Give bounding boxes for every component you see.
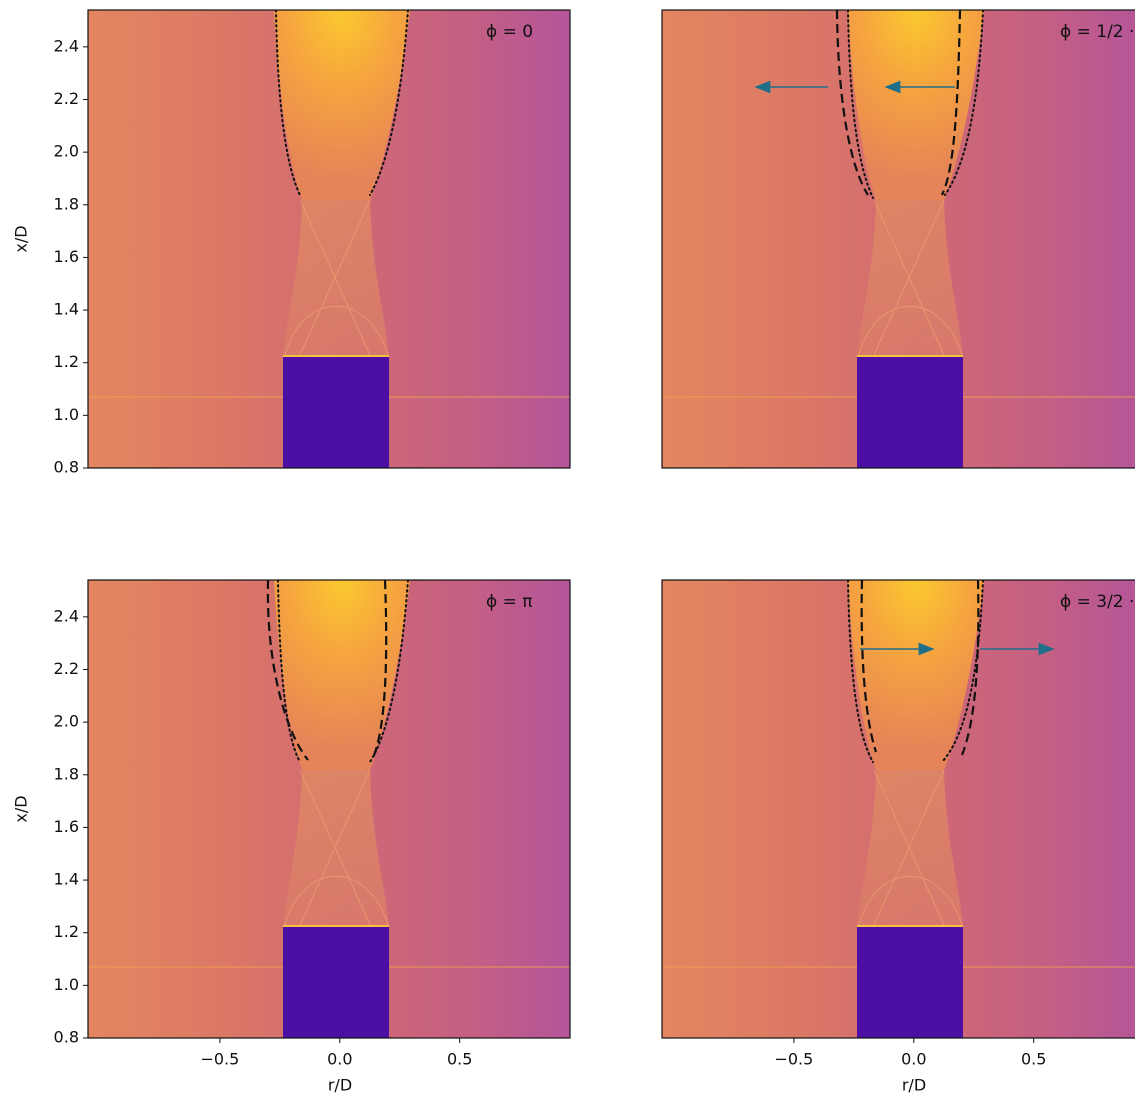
x-tick-label: 0.5: [447, 1050, 472, 1069]
y-axis-label: x/D: [12, 795, 31, 822]
y-axis-label: x/D: [12, 225, 31, 252]
x-tick-label: 0.0: [327, 1050, 352, 1069]
y-tick-label: 2.2: [54, 659, 79, 678]
y-tick-label: 0.8: [54, 1028, 79, 1047]
y-tick-label: 2.2: [54, 89, 79, 108]
y-tick-label: 1.8: [54, 194, 79, 213]
panel-annotation: ϕ = 1/2 · π: [1060, 22, 1135, 42]
y-tick-label: 1.4: [54, 300, 79, 319]
x-tick-label: −0.5: [774, 1050, 813, 1069]
panel-annotation: ϕ = 3/2 · π: [1060, 592, 1135, 612]
y-tick-label: 0.8: [54, 458, 79, 477]
y-tick-label: 1.2: [54, 352, 79, 371]
x-tick-label: 0.5: [1021, 1050, 1046, 1069]
panel-image: [662, 580, 1135, 1038]
x-axis-label: r/D: [902, 1076, 926, 1095]
y-tick-label: 1.6: [54, 817, 79, 836]
axes-frame: [87, 9, 571, 469]
panel-annotation: ϕ = 0: [486, 22, 533, 42]
x-tick-label: −0.5: [200, 1050, 239, 1069]
y-tick-label: 1.8: [54, 764, 79, 783]
axes-frame: [661, 9, 1135, 469]
y-tick-label: 1.2: [54, 922, 79, 941]
panel-image: [88, 580, 570, 1038]
y-tick-label: 1.0: [54, 405, 79, 424]
y-tick-label: 1.0: [54, 975, 79, 994]
panel-image: [88, 10, 570, 468]
y-tick-label: 1.6: [54, 247, 79, 266]
panel-annotation: ϕ = π: [486, 592, 533, 612]
y-tick-label: 2.4: [54, 36, 79, 55]
axes-frame: [661, 579, 1135, 1039]
y-tick-label: 2.0: [54, 142, 79, 161]
y-tick-label: 2.4: [54, 606, 79, 625]
x-tick-label: 0.0: [901, 1050, 926, 1069]
axes-frame: [87, 579, 571, 1039]
panel-image: [662, 10, 1135, 468]
y-tick-label: 1.4: [54, 870, 79, 889]
y-tick-label: 2.0: [54, 712, 79, 731]
x-axis-label: r/D: [328, 1076, 352, 1095]
